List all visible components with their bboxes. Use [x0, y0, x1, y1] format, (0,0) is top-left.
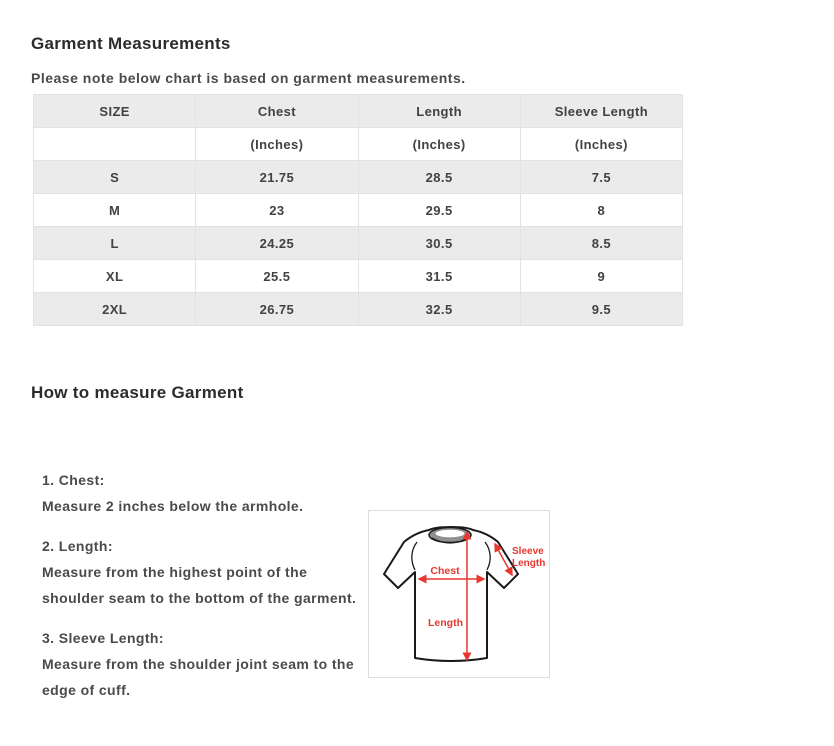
- table-unit-row: (Inches) (Inches) (Inches): [32, 127, 684, 161]
- garment-measurements-title: Garment Measurements: [31, 34, 231, 53]
- unit-cell: [32, 127, 197, 161]
- header-cell-chest: Chest: [195, 94, 359, 128]
- tshirt-illustration: Chest Length Sleeve Length: [383, 526, 545, 662]
- unit-cell: (Inches): [195, 127, 359, 161]
- table-cell: 32.5: [357, 292, 521, 326]
- measurement-diagram: Chest Length Sleeve Length: [368, 510, 550, 678]
- instructions-list: 1. Chest: Measure 2 inches below the arm…: [42, 467, 358, 717]
- table-header-row: SIZE Chest Length Sleeve Length: [32, 94, 684, 128]
- size-chart-table: SIZE Chest Length Sleeve Length (Inches)…: [32, 94, 684, 326]
- table-cell: 26.75: [195, 292, 359, 326]
- instruction-item-length: 2. Length: Measure from the highest poin…: [42, 533, 358, 611]
- table-row-2xl: 2XL 26.75 32.5 9.5: [32, 292, 684, 326]
- table-row-xl: XL 25.5 31.5 9: [32, 259, 684, 293]
- table-cell: 31.5: [357, 259, 521, 293]
- sleeve-length-label-line2: Length: [512, 558, 545, 569]
- instruction-title: 2. Length:: [42, 538, 113, 554]
- header-cell-length: Length: [357, 94, 521, 128]
- table-cell: S: [32, 160, 197, 194]
- unit-cell: (Inches): [519, 127, 684, 161]
- header-cell-sleeve-length: Sleeve Length: [519, 94, 684, 128]
- instruction-body: Measure 2 inches below the armhole.: [42, 498, 304, 514]
- table-row-m: M 23 29.5 8: [32, 193, 684, 227]
- length-label: Length: [428, 617, 463, 629]
- table-cell: M: [32, 193, 197, 227]
- instruction-title: 1. Chest:: [42, 472, 105, 488]
- table-cell: L: [32, 226, 197, 260]
- table-cell: 30.5: [357, 226, 521, 260]
- table-cell: 21.75: [195, 160, 359, 194]
- right-armhole-seam: [484, 541, 491, 571]
- chest-label: Chest: [430, 565, 460, 577]
- table-cell: 29.5: [357, 193, 521, 227]
- instruction-title: 3. Sleeve Length:: [42, 630, 164, 646]
- table-cell: 8: [519, 193, 684, 227]
- tshirt-collar-inner: [435, 529, 465, 538]
- table-cell: 2XL: [32, 292, 197, 326]
- instruction-item-chest: 1. Chest: Measure 2 inches below the arm…: [42, 467, 358, 519]
- how-to-measure-title: How to measure Garment: [31, 383, 244, 402]
- table-cell: 25.5: [195, 259, 359, 293]
- table-row-s: S 21.75 28.5 7.5: [32, 160, 684, 194]
- table-cell: 9: [519, 259, 684, 293]
- table-cell: 9.5: [519, 292, 684, 326]
- table-cell: 23: [195, 193, 359, 227]
- table-row-l: L 24.25 30.5 8.5: [32, 226, 684, 260]
- instruction-body: Measure from the shoulder joint seam to …: [42, 656, 355, 698]
- table-cell: 24.25: [195, 226, 359, 260]
- unit-cell: (Inches): [357, 127, 521, 161]
- table-cell: 8.5: [519, 226, 684, 260]
- sleeve-arrow: [494, 542, 513, 577]
- instruction-item-sleeve-length: 3. Sleeve Length: Measure from the shoul…: [42, 625, 358, 703]
- table-cell: 7.5: [519, 160, 684, 194]
- table-cell: XL: [32, 259, 197, 293]
- sleeve-length-label-line1: Sleeve: [512, 546, 544, 557]
- header-cell-size: SIZE: [32, 94, 197, 128]
- left-armhole-seam: [411, 541, 418, 571]
- table-cell: 28.5: [357, 160, 521, 194]
- instruction-body: Measure from the highest point of the sh…: [42, 564, 357, 606]
- measurement-note: Please note below chart is based on garm…: [31, 70, 466, 86]
- tshirt-outline: [383, 526, 519, 662]
